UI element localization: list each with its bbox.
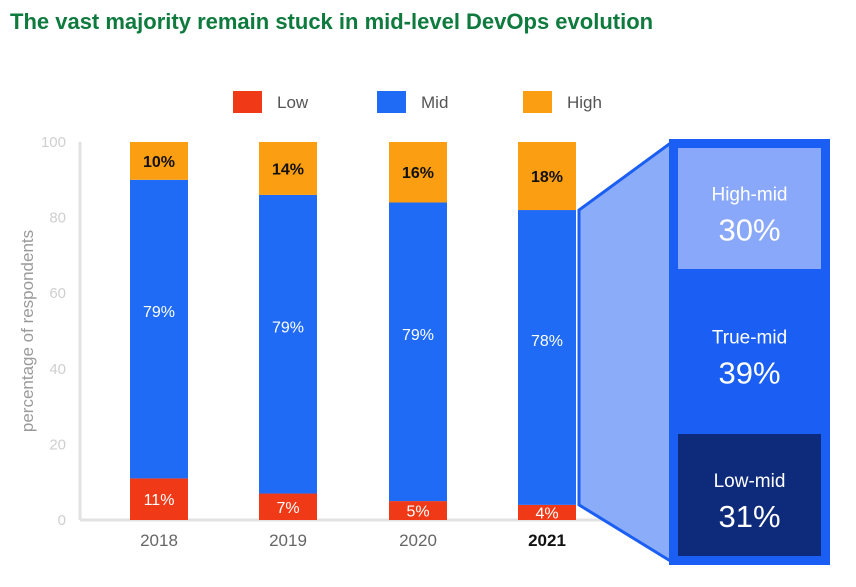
legend-label-low: Low: [277, 93, 309, 112]
data-label-mid-2019: 79%: [272, 319, 304, 336]
bar-high-2018: [130, 142, 188, 180]
legend-label-high: High: [567, 93, 602, 112]
breakdown-name-high-mid: High-mid: [711, 185, 787, 206]
legend-swatch-mid: [377, 91, 406, 113]
breakdown-value-high-mid: 30%: [718, 213, 780, 248]
y-tick-label: 0: [58, 512, 66, 529]
x-tick-label-2019: 2019: [269, 531, 307, 550]
data-label-mid-2020: 79%: [402, 327, 434, 344]
breakdown-segment-low-mid: [678, 434, 821, 556]
bar-low-2021: [518, 504, 576, 520]
breakdown-segment-true-mid: [678, 269, 821, 434]
y-axis-label: percentage of respondents: [18, 230, 37, 432]
x-tick-label-2018: 2018: [140, 531, 178, 550]
breakdown-connector: [577, 139, 674, 565]
data-label-mid-2018: 79%: [143, 304, 175, 321]
x-tick-label-2020: 2020: [399, 531, 437, 550]
breakdown-name-true-mid: True-mid: [712, 328, 787, 349]
data-label-low-2020: 5%: [406, 504, 429, 521]
breakdown-value-true-mid: 39%: [718, 356, 780, 391]
breakdown-name-low-mid: Low-mid: [714, 471, 786, 492]
breakdown-value-low-mid: 31%: [718, 499, 780, 534]
legend-swatch-low: [233, 91, 262, 113]
bar-mid-2018: [130, 179, 188, 479]
bar-mid-2021: [518, 210, 576, 505]
y-tick-label: 100: [41, 134, 66, 151]
chart-title: The vast majority remain stuck in mid-le…: [10, 9, 654, 34]
data-label-mid-2021: 78%: [531, 333, 563, 350]
y-tick-label: 80: [49, 210, 66, 227]
bar-high-2020: [389, 142, 447, 203]
data-label-low-2021: 4%: [535, 505, 558, 522]
data-label-high-2018: 10%: [143, 154, 175, 171]
y-tick-label: 40: [49, 361, 66, 378]
bar-low-2019: [259, 493, 317, 520]
bar-low-2020: [389, 501, 447, 520]
bar-high-2021: [518, 142, 576, 211]
y-tick-label: 20: [49, 436, 66, 453]
x-tick-label-2021: 2021: [528, 531, 566, 550]
legend-swatch-high: [523, 91, 552, 113]
data-label-high-2019: 14%: [272, 161, 304, 178]
data-label-high-2020: 16%: [402, 165, 434, 182]
bar-low-2018: [130, 478, 188, 520]
bar-high-2019: [259, 142, 317, 195]
breakdown-segment-high-mid: [678, 148, 821, 269]
y-tick-label: 60: [49, 285, 66, 302]
data-label-high-2021: 18%: [531, 169, 563, 186]
data-label-low-2019: 7%: [276, 500, 299, 517]
bar-mid-2020: [389, 202, 447, 502]
bar-mid-2019: [259, 194, 317, 494]
data-label-low-2018: 11%: [144, 492, 175, 509]
legend-label-mid: Mid: [421, 93, 448, 112]
